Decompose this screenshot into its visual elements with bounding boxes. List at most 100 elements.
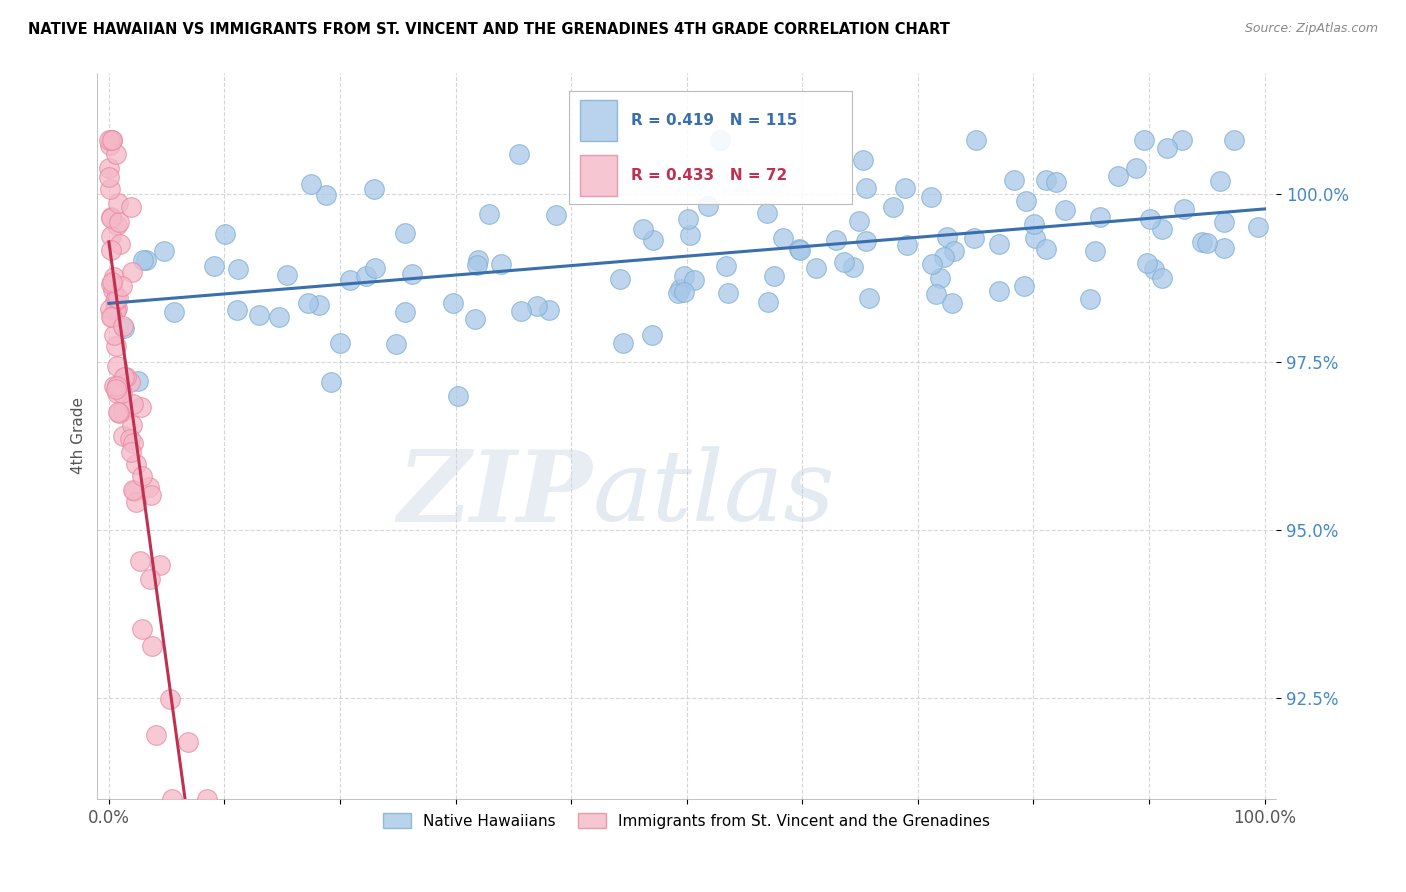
Point — [832, 254, 855, 268]
Point — [226, 302, 249, 317]
Point — [118, 433, 141, 447]
Point — [120, 201, 142, 215]
Point — [987, 284, 1010, 298]
Point — [129, 554, 152, 568]
Point — [98, 137, 121, 152]
Point — [1152, 222, 1174, 236]
Point — [105, 385, 128, 400]
Point — [105, 339, 128, 353]
Point — [928, 271, 950, 285]
Point — [100, 133, 122, 147]
Point — [114, 370, 136, 384]
Point — [1209, 174, 1232, 188]
Point — [612, 335, 634, 350]
Point — [122, 436, 145, 450]
Point — [963, 231, 986, 245]
Point — [1080, 292, 1102, 306]
Point — [855, 234, 877, 248]
Point — [478, 207, 501, 221]
Point — [103, 379, 125, 393]
Point — [1246, 219, 1268, 234]
Point — [159, 691, 181, 706]
Point — [131, 469, 153, 483]
Point — [965, 133, 987, 147]
Point — [1024, 231, 1046, 245]
Point — [1125, 161, 1147, 176]
Point — [932, 250, 955, 264]
Point — [177, 735, 200, 749]
Point — [141, 488, 163, 502]
Point — [855, 180, 877, 194]
Point — [108, 237, 131, 252]
Point — [101, 310, 124, 324]
Point — [329, 335, 352, 350]
Legend: Native Hawaiians, Immigrants from St. Vincent and the Grenadines: Native Hawaiians, Immigrants from St. Vi… — [377, 806, 997, 835]
Point — [107, 405, 129, 419]
Point — [920, 190, 942, 204]
Point — [1015, 194, 1038, 209]
Y-axis label: 4th Grade: 4th Grade — [72, 398, 86, 475]
Point — [202, 259, 225, 273]
Point — [122, 483, 145, 498]
Point — [1136, 255, 1159, 269]
Point — [756, 295, 779, 310]
Point — [1035, 242, 1057, 256]
Point — [267, 310, 290, 325]
Point — [131, 622, 153, 636]
Point — [129, 400, 152, 414]
Point — [226, 261, 249, 276]
Point — [789, 242, 811, 256]
Point — [1053, 203, 1076, 218]
Point — [696, 198, 718, 212]
Point — [852, 153, 875, 167]
Point — [676, 211, 699, 226]
Point — [111, 319, 134, 334]
Point — [763, 269, 786, 284]
Point — [1045, 175, 1067, 189]
Point — [709, 133, 731, 147]
Point — [467, 258, 489, 272]
Point — [98, 301, 121, 316]
Point — [363, 182, 385, 196]
Point — [489, 256, 512, 270]
Point — [772, 231, 794, 245]
Point — [1143, 261, 1166, 276]
Point — [120, 444, 142, 458]
Point — [100, 211, 122, 225]
Point — [1222, 133, 1244, 147]
Text: Source: ZipAtlas.com: Source: ZipAtlas.com — [1244, 22, 1378, 36]
Point — [1024, 218, 1046, 232]
Point — [149, 558, 172, 572]
Point — [121, 483, 143, 498]
Point — [717, 286, 740, 301]
Point — [125, 457, 148, 471]
Point — [111, 385, 134, 400]
Point — [1107, 169, 1129, 184]
Point — [1139, 212, 1161, 227]
Point — [97, 161, 120, 176]
Point — [544, 208, 567, 222]
Point — [160, 792, 183, 806]
Point — [925, 287, 948, 301]
Point — [103, 269, 125, 284]
Point — [441, 295, 464, 310]
Point — [921, 257, 943, 271]
Point — [673, 285, 696, 300]
Point — [100, 229, 122, 244]
Point — [145, 728, 167, 742]
Point — [679, 228, 702, 243]
Point — [299, 178, 322, 192]
Point — [537, 302, 560, 317]
Point — [356, 268, 378, 283]
Point — [315, 188, 337, 202]
Point — [942, 244, 965, 258]
Point — [100, 277, 122, 291]
Point — [98, 133, 121, 147]
Point — [631, 222, 654, 236]
Point — [101, 275, 124, 289]
Point — [609, 272, 631, 286]
Point — [848, 214, 870, 228]
Point — [108, 406, 131, 420]
Point — [112, 321, 135, 335]
Point — [1171, 133, 1194, 147]
